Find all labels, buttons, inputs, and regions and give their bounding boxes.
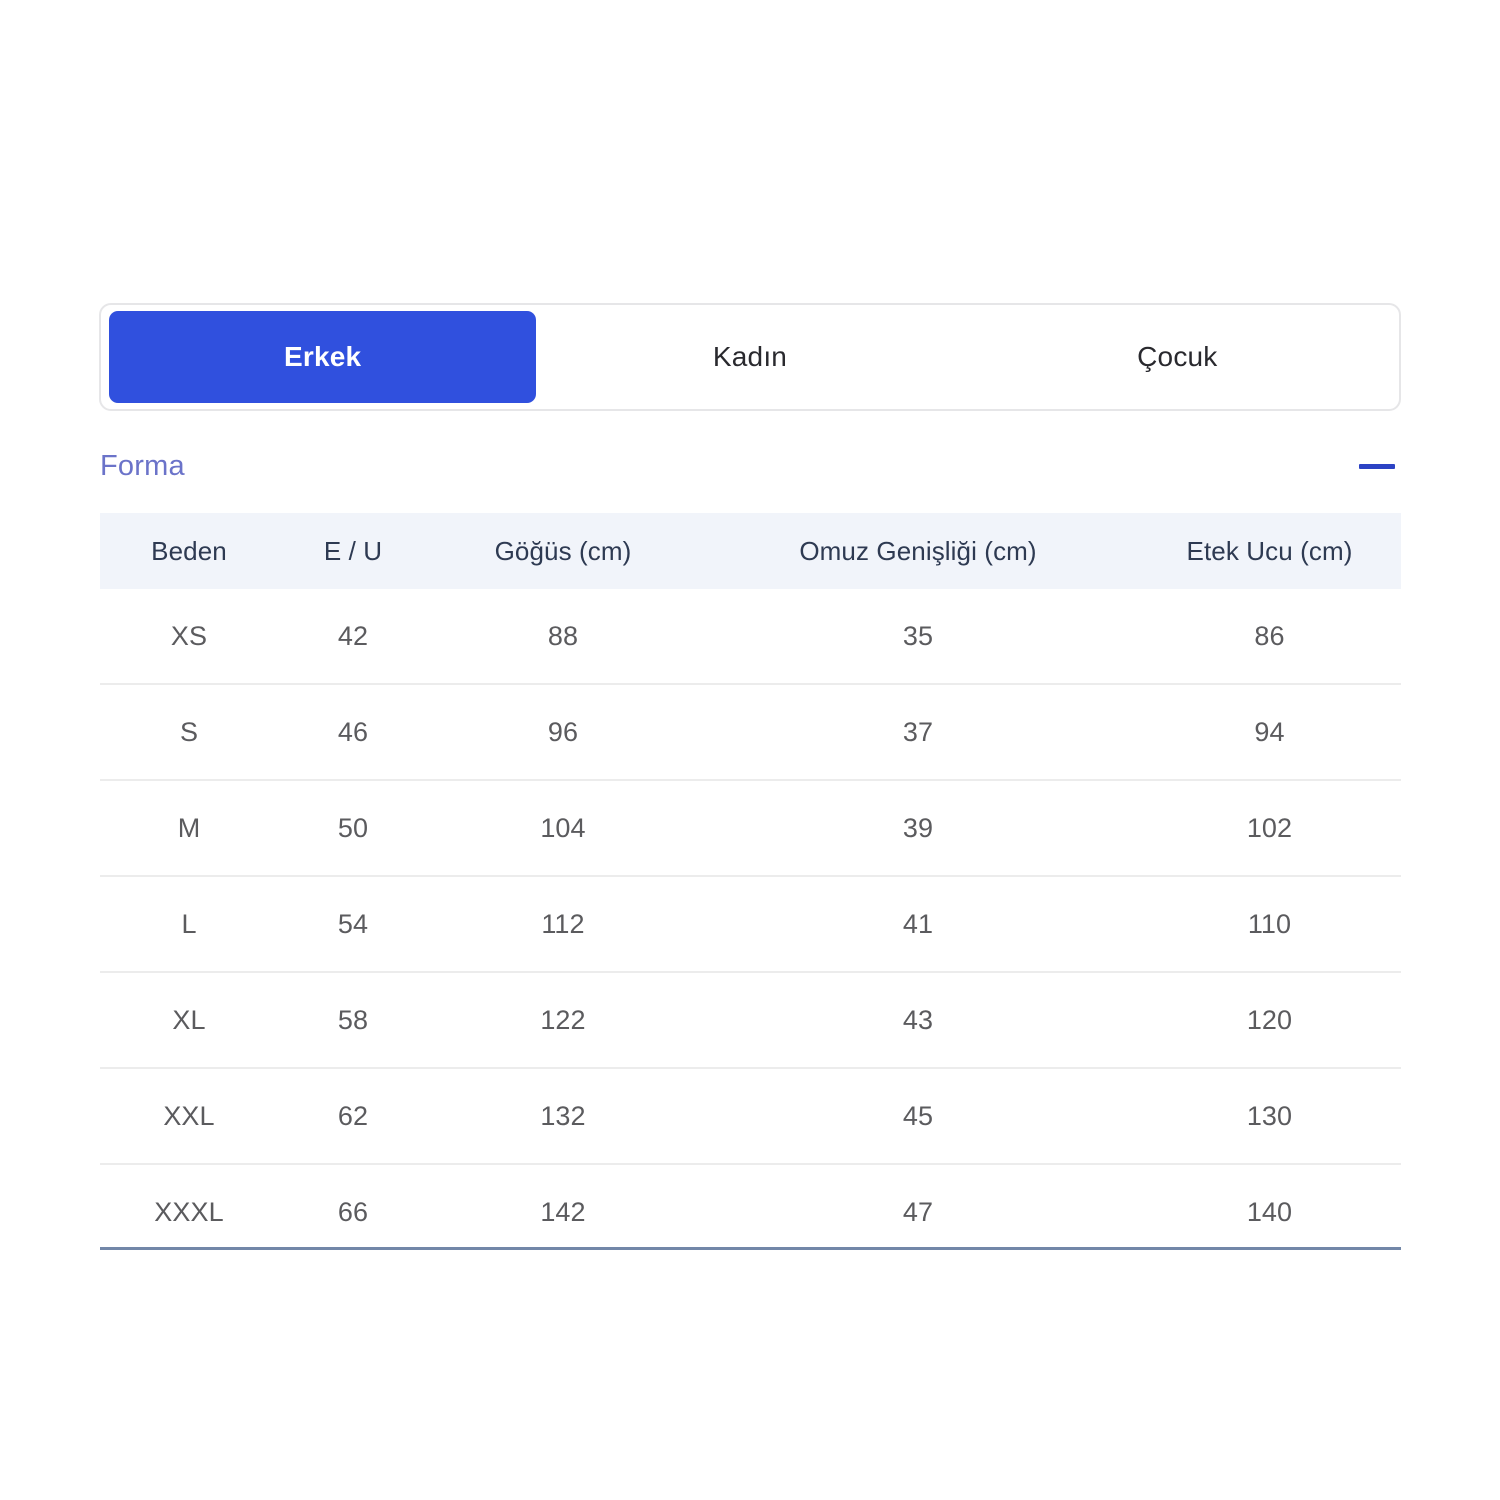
- cell-gogus: 96: [428, 684, 698, 781]
- gender-tab-bar: Erkek Kadın Çocuk: [99, 303, 1401, 411]
- cell-etek: 110: [1138, 876, 1401, 973]
- cell-omuz: 37: [698, 684, 1138, 781]
- cell-gogus: 142: [540, 1196, 586, 1227]
- cell-beden: XXL: [100, 1068, 278, 1165]
- column-header-gogus: Göğüs (cm): [428, 513, 698, 589]
- table-bottom-rule: [100, 1247, 1401, 1250]
- cell-eu: 66: [337, 1196, 369, 1227]
- cell-beden: XXXL: [154, 1196, 224, 1227]
- column-header-eu: E / U: [278, 513, 428, 589]
- cell-eu: 42: [278, 589, 428, 685]
- table-row: S 46 96 37 94: [100, 684, 1401, 781]
- cell-beden: M: [100, 780, 278, 877]
- table-body: XS 42 88 35 86 S 46 96 37 94 M 50 104 39…: [100, 589, 1401, 1259]
- cell-eu: 50: [278, 780, 428, 877]
- column-header-beden: Beden: [100, 513, 278, 589]
- table-row: XXXL 66 142 47 140: [100, 1164, 1401, 1259]
- tab-erkek[interactable]: Erkek: [109, 311, 537, 403]
- cell-etek: 94: [1138, 684, 1401, 781]
- column-header-omuz: Omuz Genişliği (cm): [698, 513, 1138, 589]
- tab-kadin[interactable]: Kadın: [536, 311, 963, 403]
- cell-omuz: 35: [698, 589, 1138, 685]
- cell-eu: 58: [278, 972, 428, 1069]
- cell-omuz: 47: [902, 1196, 934, 1227]
- cell-gogus: 112: [428, 876, 698, 973]
- cell-eu: 46: [278, 684, 428, 781]
- table-row: XL 58 122 43 120: [100, 972, 1401, 1069]
- cell-beden: S: [100, 684, 278, 781]
- size-chart-table: Beden E / U Göğüs (cm) Omuz Genişliği (c…: [100, 513, 1401, 1259]
- cell-gogus: 122: [428, 972, 698, 1069]
- cell-omuz: 39: [698, 780, 1138, 877]
- collapse-toggle-button[interactable]: [1354, 446, 1400, 486]
- cell-gogus: 132: [428, 1068, 698, 1165]
- cell-beden: L: [100, 876, 278, 973]
- cell-etek: 130: [1138, 1068, 1401, 1165]
- table-row: XXL 62 132 45 130: [100, 1068, 1401, 1165]
- cell-omuz: 43: [698, 972, 1138, 1069]
- cell-gogus: 88: [428, 589, 698, 685]
- section-title: Forma: [100, 449, 185, 482]
- cell-beden: XL: [100, 972, 278, 1069]
- tab-cocuk-label: Çocuk: [1137, 341, 1218, 372]
- cell-etek: 140: [1246, 1196, 1293, 1227]
- cell-eu: 54: [278, 876, 428, 973]
- cell-etek: 120: [1138, 972, 1401, 1069]
- section-header-forma: Forma: [100, 437, 1400, 495]
- cell-etek: 102: [1138, 780, 1401, 877]
- tab-erkek-label: Erkek: [284, 341, 362, 372]
- cell-gogus: 104: [428, 780, 698, 877]
- table-header-row: Beden E / U Göğüs (cm) Omuz Genişliği (c…: [100, 513, 1401, 589]
- tab-kadin-label: Kadın: [712, 341, 788, 372]
- minus-icon: [1357, 460, 1397, 472]
- table-row: XS 42 88 35 86: [100, 589, 1401, 685]
- table-header: Beden E / U Göğüs (cm) Omuz Genişliği (c…: [100, 513, 1401, 589]
- cell-etek: 86: [1138, 589, 1401, 685]
- cell-eu: 62: [278, 1068, 428, 1165]
- cell-omuz: 45: [698, 1068, 1138, 1165]
- table-row: M 50 104 39 102: [100, 780, 1401, 877]
- tab-cocuk[interactable]: Çocuk: [964, 311, 1391, 403]
- column-header-etek: Etek Ucu (cm): [1138, 513, 1401, 589]
- cell-beden: XS: [100, 589, 278, 685]
- table-row: L 54 112 41 110: [100, 876, 1401, 973]
- cell-omuz: 41: [698, 876, 1138, 973]
